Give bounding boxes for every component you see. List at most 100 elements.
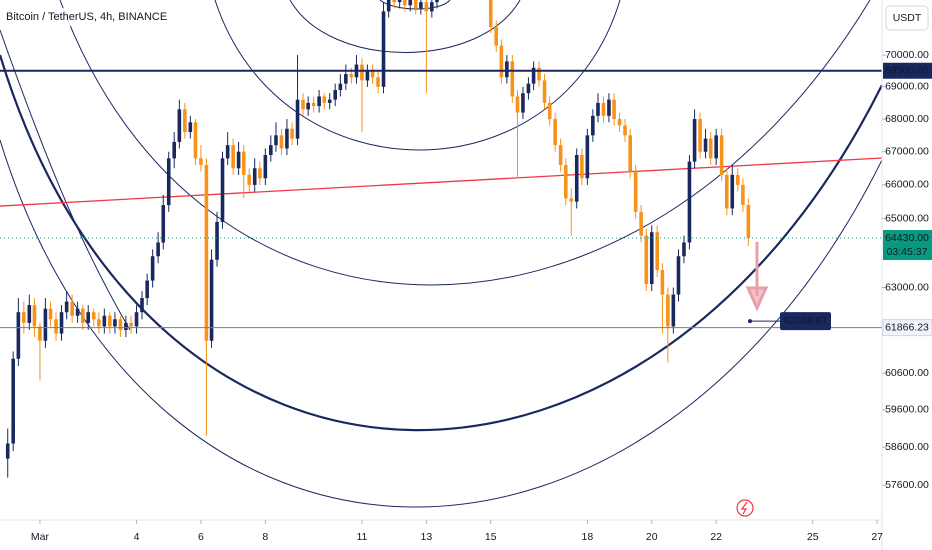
candle-body [703, 138, 708, 152]
candle-body [172, 141, 177, 159]
candle-body [671, 294, 676, 327]
x-tick-label: 15 [485, 531, 497, 543]
candle-body [521, 93, 525, 113]
candle-body [542, 80, 547, 103]
candle-body [515, 96, 520, 113]
candle-body [27, 305, 32, 323]
price-label: 61866.23 [885, 321, 929, 333]
candle-body [225, 145, 230, 159]
candle-body [295, 99, 300, 139]
candle-body [607, 99, 611, 116]
candle-body [129, 322, 133, 327]
price-note-dot [748, 319, 752, 324]
candle-body [746, 205, 751, 239]
price-note-box [780, 312, 831, 331]
last-price-box [883, 230, 932, 261]
candle-body [376, 77, 380, 87]
candle-body [724, 174, 729, 209]
candle-body [156, 242, 160, 257]
candle-body [322, 96, 327, 103]
candle-body [193, 122, 198, 159]
currency-box[interactable] [885, 5, 929, 31]
candle-body [660, 270, 665, 295]
candle-body [177, 109, 182, 142]
countdown: 03:45:37 [887, 246, 928, 258]
price-note-label: 62049.67 [784, 315, 828, 327]
candle-body [537, 67, 541, 81]
plot-area [0, 0, 882, 478]
candle-body [692, 119, 697, 162]
candle-body [633, 171, 638, 212]
candle-body [54, 319, 58, 334]
candle-body [118, 319, 123, 330]
candle-body [553, 119, 557, 146]
candle-body [102, 315, 107, 327]
candle-body [531, 67, 536, 84]
candle-body [628, 135, 632, 172]
candle-body [80, 308, 85, 323]
candle-body [386, 0, 391, 12]
x-tick-label: 18 [582, 531, 594, 543]
candle-body [510, 61, 515, 97]
candle-body [526, 83, 531, 94]
candle-body [11, 358, 16, 444]
y-tick-label: 68000.00 [885, 113, 929, 125]
candle-body [617, 119, 622, 126]
candle-body [682, 242, 686, 257]
candle-body [150, 256, 155, 281]
candle-body [505, 61, 509, 78]
arc [0, 54, 882, 432]
candle-body [285, 128, 289, 149]
candle-body [601, 102, 606, 116]
candle-body [370, 70, 375, 78]
candle-body [113, 319, 117, 327]
icon-circle [736, 499, 754, 517]
candle-body [430, 2, 434, 12]
candle-body [408, 0, 413, 6]
candle-body [708, 138, 713, 159]
price-label-box [883, 62, 932, 79]
candle-body [360, 64, 364, 81]
arrow [745, 242, 769, 312]
arc [0, 29, 131, 331]
candle-body [563, 164, 568, 199]
candle-body [279, 135, 284, 149]
candle-body [585, 135, 590, 179]
candle-body [134, 312, 139, 327]
candle-body [381, 11, 386, 87]
y-tick-label: 67000.00 [885, 146, 929, 158]
candle-body [547, 102, 552, 120]
candle-body [730, 174, 735, 209]
candle-body [199, 158, 203, 165]
candle-body [655, 232, 660, 271]
x-tick-label: 8 [262, 531, 268, 543]
candle-body [70, 301, 74, 316]
candle-body [714, 135, 718, 159]
candle-body [258, 168, 262, 179]
x-tick-label: 22 [710, 531, 722, 543]
candle-body [574, 155, 579, 202]
candle-body [209, 259, 214, 341]
candle-body [64, 301, 69, 313]
x-tick-label: 25 [807, 531, 819, 543]
candle-body [124, 322, 128, 330]
candle-body [333, 90, 338, 100]
candle-body [580, 155, 584, 179]
y-tick-label: 60600.00 [885, 367, 929, 379]
candle-body [612, 99, 616, 120]
candle-body [317, 96, 321, 107]
x-tick-label: 6 [198, 531, 204, 543]
candle-body [569, 198, 574, 202]
candle-body [306, 102, 310, 110]
candle-body [236, 151, 241, 169]
arc [289, 0, 521, 53]
candle-body [735, 174, 740, 185]
fib-arcs [0, 0, 882, 508]
candle-body [413, 0, 418, 9]
candle-body [183, 109, 187, 133]
candle-body [687, 161, 692, 243]
candle-body [48, 308, 53, 320]
candle-body [327, 99, 332, 103]
candle-body [97, 319, 101, 327]
candle-body [639, 211, 643, 236]
